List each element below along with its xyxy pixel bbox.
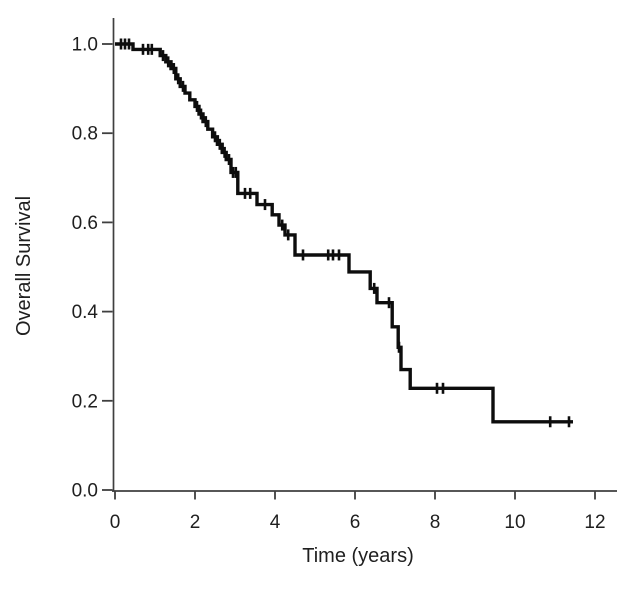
x-axis-title: Time (years) <box>302 545 413 567</box>
x-tick-label: 8 <box>430 512 441 533</box>
y-tick-label: 0.6 <box>72 213 98 234</box>
y-axis-title: Overall Survival <box>13 196 35 336</box>
censor-marks-layer <box>119 38 571 428</box>
tick-labels-layer: 1.0 0.8 0.6 0.4 0.2 0.0 0 2 4 6 8 10 12 <box>72 35 606 534</box>
ticks-layer <box>102 43 596 500</box>
y-tick-label: 1.0 <box>72 35 98 56</box>
y-tick-label: 0.2 <box>72 391 98 412</box>
x-tick-label: 0 <box>110 512 121 533</box>
km-curve-layer <box>115 42 573 424</box>
x-tick-label: 10 <box>504 512 525 533</box>
y-tick-label: 0.0 <box>72 481 98 502</box>
x-tick-label: 6 <box>350 512 361 533</box>
y-tick-label: 0.8 <box>72 124 98 145</box>
x-tick-label: 4 <box>270 512 281 533</box>
km-curve <box>115 42 573 424</box>
y-tick-label: 0.4 <box>72 302 99 323</box>
x-tick-label: 2 <box>190 512 201 533</box>
axes-layer <box>112 18 617 492</box>
x-tick-label: 12 <box>584 512 605 533</box>
